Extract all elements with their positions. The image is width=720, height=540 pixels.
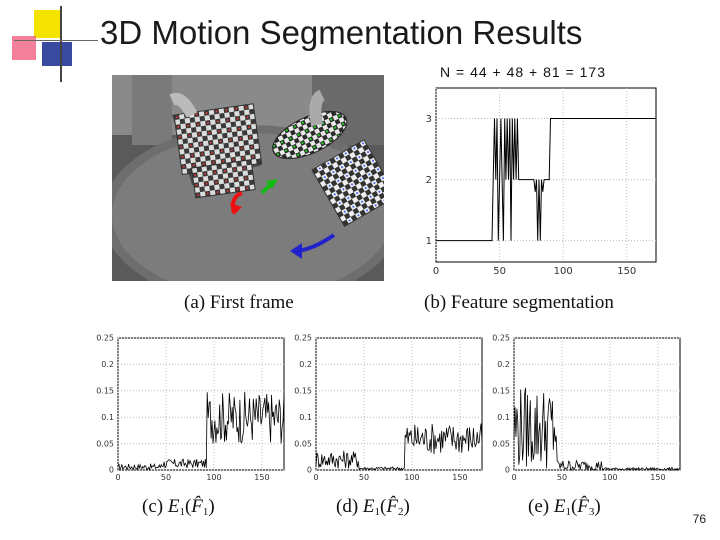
feature-count-label: N = 44 + 48 + 81 = 173 xyxy=(440,64,607,80)
y-tick-label: 0.15 xyxy=(294,386,312,395)
x-tick-label: 150 xyxy=(617,266,636,277)
x-tick-label: 0 xyxy=(115,473,120,482)
caption-b: (b) Feature segmentation xyxy=(424,292,614,313)
y-tick-label: 0.05 xyxy=(492,439,510,448)
y-tick-label: 0.25 xyxy=(492,334,510,343)
y-tick-label: 0 xyxy=(505,466,510,475)
page-title: 3D Motion Segmentation Results xyxy=(100,14,583,51)
y-tick-label: 0.1 xyxy=(299,413,312,422)
x-tick-label: 50 xyxy=(557,473,567,482)
x-tick-label: 50 xyxy=(493,266,506,277)
y-tick-label: 0.25 xyxy=(294,334,312,343)
residual-line xyxy=(315,423,483,471)
y-tick-label: 0.1 xyxy=(497,413,510,422)
y-tick-label: 0.05 xyxy=(96,439,114,448)
caption-c-label: (c) xyxy=(142,496,168,517)
residual-chart-f2: 0 50 100 150 0 0.05 0.1 0.15 0.2 0.25 xyxy=(294,334,483,482)
y-tick-label: 2 xyxy=(426,175,432,186)
segmentation-line xyxy=(436,118,656,242)
page-number: 76 xyxy=(692,512,706,526)
x-tick-label: 50 xyxy=(161,473,171,482)
x-tick-label: 50 xyxy=(359,473,369,482)
y-tick-label: 0 xyxy=(307,466,312,475)
plot-frame xyxy=(435,87,657,263)
y-tick-label: 0.2 xyxy=(497,360,510,369)
y-tick-label: 3 xyxy=(426,114,432,125)
x-tick-label: 100 xyxy=(206,473,221,482)
x-tick-label: 100 xyxy=(404,473,419,482)
y-tick-label: 0.15 xyxy=(96,386,114,395)
first-frame-image xyxy=(102,75,402,305)
plot-frame xyxy=(315,337,483,471)
residual-line xyxy=(513,387,681,472)
residual-line xyxy=(117,391,285,472)
x-tick-label: 0 xyxy=(313,473,318,482)
y-tick-label: 1 xyxy=(426,236,432,247)
caption-e-label: (e) xyxy=(528,496,554,517)
y-tick-label: 0.2 xyxy=(299,360,312,369)
y-tick-label: 0.2 xyxy=(101,360,114,369)
y-tick-label: 0.1 xyxy=(101,413,114,422)
x-tick-label: 100 xyxy=(554,266,573,277)
caption-d: (d) E1(F̂2) xyxy=(336,496,410,518)
caption-d-label: (d) xyxy=(336,496,363,517)
y-tick-label: 0.25 xyxy=(96,334,114,343)
caption-e: (e) E1(F̂3) xyxy=(528,496,601,518)
residual-chart-f3: 0 50 100 150 0 0.05 0.1 0.15 0.2 0.25 xyxy=(492,334,681,482)
y-tick-label: 0.15 xyxy=(492,386,510,395)
caption-c-sub: 1 xyxy=(202,506,209,518)
plot-frame xyxy=(513,337,681,471)
caption-a: (a) First frame xyxy=(184,292,294,313)
x-tick-label: 150 xyxy=(452,473,467,482)
y-tick-label: 0 xyxy=(109,466,114,475)
caption-d-sub: 2 xyxy=(397,506,404,518)
x-tick-label: 100 xyxy=(602,473,617,482)
caption-e-sub: 3 xyxy=(588,506,595,518)
feature-segmentation-chart: 0 50 100 150 1 2 3 xyxy=(426,87,657,277)
slide-logo xyxy=(8,6,98,82)
caption-c: (c) E1(F̂1) xyxy=(142,496,215,518)
x-tick-label: 0 xyxy=(433,266,439,277)
x-tick-label: 0 xyxy=(511,473,516,482)
y-tick-label: 0.05 xyxy=(294,439,312,448)
x-tick-label: 150 xyxy=(254,473,269,482)
residual-chart-f1: 0 50 100 150 0 0.05 0.1 0.15 0.2 0.25 xyxy=(96,334,285,482)
x-tick-label: 150 xyxy=(650,473,665,482)
